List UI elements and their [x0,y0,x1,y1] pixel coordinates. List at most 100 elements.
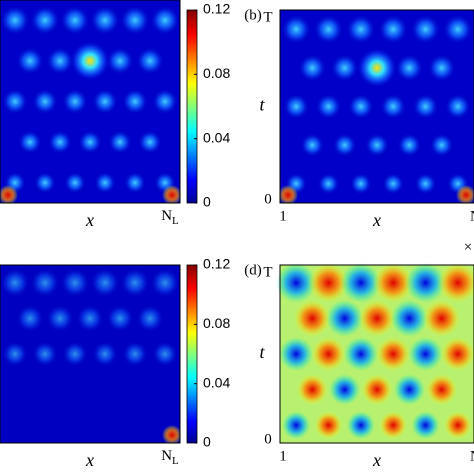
heatmap-pattern [378,14,409,45]
x-axis-label: x [85,210,94,230]
heatmap-pattern [357,47,397,88]
heatmap-pattern [423,299,461,337]
heatmap-panel [0,0,182,205]
heatmap-pattern [162,185,182,205]
heatmap-pattern [32,341,58,367]
panel-label: (d) [244,262,262,278]
heatmap-pattern [282,411,311,440]
heatmap-pattern [397,133,422,158]
heatmap-pattern [293,299,331,337]
heatmap-pattern [276,262,317,303]
x-start-label: 1 [279,208,287,224]
heatmap-pattern [78,130,102,155]
heatmap-pattern [2,88,28,115]
heatmap-pattern [0,185,18,205]
heatmap-pattern [34,171,56,194]
heatmap-pattern [395,53,424,82]
colorbar [186,264,198,444]
heatmap-pattern [315,93,342,120]
heatmap-pattern [390,299,428,337]
colorbar-tick-label: 0 [203,194,211,210]
heatmap-pattern [32,88,58,115]
heatmap-pattern [16,46,44,75]
heatmap-pattern [317,172,340,195]
colorbar-tick-label: 0.08 [203,65,230,81]
heatmap-pattern [16,304,44,333]
heatmap-pattern [349,172,372,195]
heatmap-pattern [281,14,312,45]
colorbar [186,9,198,204]
colorbar-tick-label: 0.08 [203,315,230,331]
heatmap-pattern [120,267,150,298]
heatmap-pattern [393,374,425,406]
heatmap-pattern [48,130,72,155]
heatmap-pattern [62,341,88,367]
x-end-sub: L [172,215,179,227]
colorbar-tick-label: 0.12 [203,256,230,272]
heatmap-pattern [70,40,110,81]
panel-label: (b) [244,7,262,23]
heatmap-pattern [380,93,407,120]
heatmap-panel [276,262,474,444]
heatmap-pattern [106,46,134,75]
x-axis-label: x [85,450,94,470]
heatmap-pattern [343,337,378,371]
heatmap-pattern [296,374,328,406]
panel-frame [0,0,181,204]
heatmap-background [0,265,180,443]
heatmap-pattern [30,267,60,298]
heatmap-pattern [0,5,30,36]
heatmap-pattern [122,341,148,367]
heatmap-pattern [373,262,414,303]
heatmap-pattern [92,341,118,367]
heatmap-pattern [329,374,361,406]
heatmap-pattern [120,5,150,36]
heatmap-background [280,10,474,203]
heatmap-pattern [414,172,437,195]
heatmap-background [0,0,180,203]
x-axis-label: x [372,210,381,230]
heatmap-pattern [456,185,474,205]
heatmap-pattern [412,93,439,120]
heatmap-pattern [444,93,471,120]
heatmap-pattern [326,299,364,337]
heatmap-pattern [332,133,357,158]
heatmap-pattern [62,88,88,115]
y-top-label: T [263,9,272,25]
heatmap-pattern [90,5,120,36]
heatmap-pattern [122,88,148,115]
heatmap-pattern [365,133,389,158]
heatmap-pattern [427,53,456,82]
heatmap-pattern [437,262,474,303]
heatmap-pattern [283,93,310,120]
x-axis-label: x [372,450,381,470]
heatmap-pattern [443,411,472,440]
heatmap-pattern [298,53,327,82]
heatmap-pattern [314,411,343,440]
x-end-label: N [470,208,474,224]
heatmap-pattern [376,337,411,371]
heatmap-pattern [346,411,375,440]
colorbar-tick-label: 0 [203,434,211,450]
x-end-main: N [161,448,172,464]
panel-frame [0,264,181,444]
heatmap-pattern [311,337,346,371]
colorbar-tick-label: 0.04 [203,129,230,145]
heatmap-pattern [411,411,440,440]
heatmap-pattern [136,304,164,333]
heatmap-pattern [358,299,396,337]
heatmap-pattern [162,425,182,445]
heatmap-pattern [442,14,473,45]
heatmap-pattern [2,341,28,367]
heatmap-pattern [429,133,454,158]
heatmap-pattern [150,5,180,36]
heatmap-pattern [152,88,178,115]
heatmap-pattern [64,171,86,194]
x-end-label: N [470,448,474,464]
heatmap-pattern [410,14,441,45]
heatmap-pattern [382,172,405,195]
y-axis-label: t [259,95,265,115]
x-end-label: NL [161,208,179,226]
heatmap-pattern [0,267,30,298]
